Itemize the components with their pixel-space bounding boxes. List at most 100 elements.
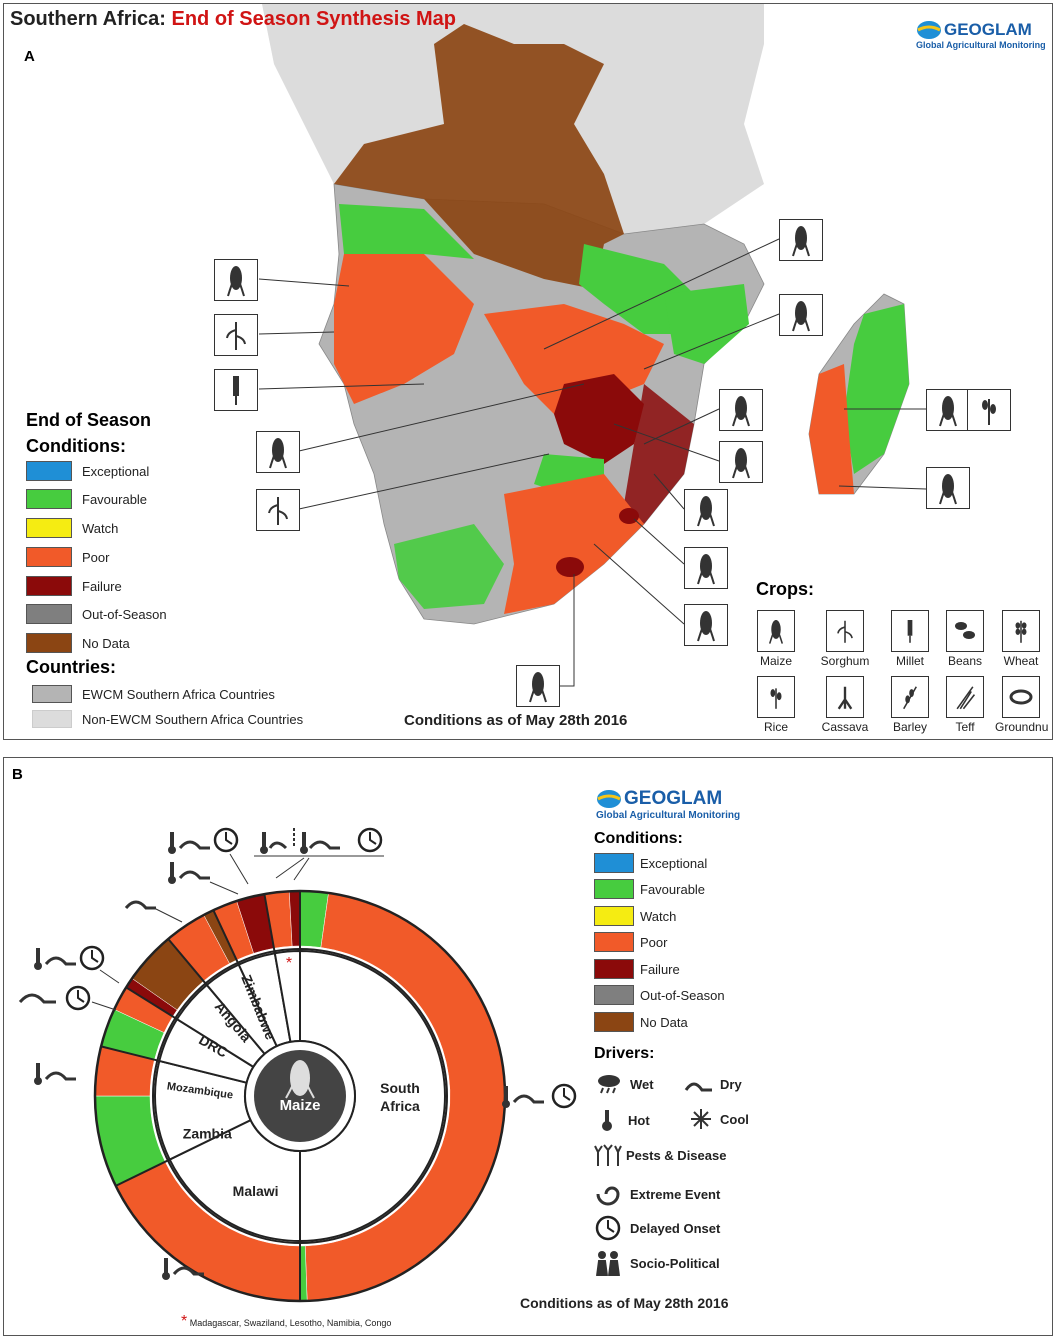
leader-line [298, 453, 550, 510]
leader-line [543, 238, 780, 350]
maize-icon [926, 467, 970, 509]
legend-item-poor: Poor [594, 931, 667, 953]
crop-label: Barley [892, 720, 927, 734]
sorghum-icon [214, 314, 258, 356]
country-divider [100, 1045, 160, 1062]
legend-item-favourable: Favourable [26, 488, 147, 510]
crop-label: Cassava [821, 720, 869, 734]
driver-dry: Dry [684, 1074, 742, 1094]
sorghum-icon [256, 489, 300, 531]
snowflake-icon [691, 1109, 711, 1129]
crop-wheat: Wheat [995, 610, 1047, 668]
legend-label: Poor [640, 934, 668, 950]
maize-icon [684, 547, 728, 589]
hot-dry-delayed-icon-group [168, 827, 239, 854]
swatch-poor [26, 547, 72, 567]
hot-dry-icon-group [34, 1063, 76, 1085]
driver-socio: Socio-Political [594, 1250, 720, 1276]
drivers-title: Drivers: [594, 1045, 655, 1062]
driver-label: Delayed Onset [630, 1220, 721, 1236]
leader-line [258, 383, 425, 390]
center-label: Maize [280, 1097, 321, 1114]
map-title-prefix: Southern Africa: [10, 8, 172, 30]
maize-icon [926, 389, 970, 431]
arrow-line [91, 1001, 117, 1011]
arrow-line [229, 853, 249, 885]
logo-text: GEOGLAM [624, 788, 723, 809]
legend-label: Non-EWCM Southern Africa Countries [82, 711, 304, 727]
legend-item-failure: Failure [26, 575, 122, 597]
driver-label: Hot [628, 1112, 650, 1128]
leader-line [298, 383, 585, 452]
swatch-exceptional [26, 461, 72, 481]
others-marker: * [286, 955, 292, 972]
maize-icon [684, 489, 728, 531]
leader-line [613, 423, 720, 462]
arrow-line [293, 857, 310, 881]
hot-dry-icon-group [168, 862, 210, 884]
country-divider [167, 938, 208, 986]
leader-line [258, 331, 335, 335]
swatch-out-of-season [26, 604, 72, 624]
footnote-text: Madagascar, Swaziland, Lesotho, Namibia,… [189, 1318, 392, 1328]
country-divider [125, 986, 178, 1021]
madagascar-poor-region [809, 364, 854, 494]
driver-annotations [18, 827, 577, 1280]
millet-icon [214, 369, 258, 411]
groundnut-icon [1002, 676, 1040, 718]
legend-label: Failure [82, 578, 122, 594]
legend-label: Exceptional [82, 463, 150, 479]
dry-icon-group [124, 900, 156, 910]
legend-label: Poor [82, 549, 110, 565]
swatch-failure [594, 959, 634, 979]
arrow-line [99, 969, 120, 984]
logo-text: GEOGLAM [944, 20, 1032, 39]
panel-a-map-svg [4, 4, 1052, 739]
legend-label: No Data [640, 1014, 688, 1030]
crop-label: Millet [895, 654, 924, 668]
rice-icon [967, 389, 1011, 431]
crops-title: Crops: [756, 579, 814, 599]
logo-subtitle: Global Agricultural Monitoring [916, 40, 1046, 50]
legend-label: Watch [640, 908, 677, 924]
panel-a-letter: A [24, 48, 35, 65]
crop-label: Wheat [1003, 654, 1039, 668]
beans-icon [946, 610, 984, 652]
thermometer-icon [602, 1110, 612, 1131]
lesotho-failure-region [556, 557, 584, 577]
hot-dry-icon-group [162, 1258, 204, 1280]
geoglam-logo: GEOGLAM Global Agricultural Monitoring [596, 788, 746, 821]
legend-item-watch: Watch [594, 905, 676, 927]
legend-item-ewcm: EWCM Southern Africa Countries [32, 683, 275, 705]
legend-label: Exceptional [640, 855, 708, 871]
barley-icon [891, 676, 929, 718]
angola-favourable-region [339, 204, 474, 259]
legend-title: End of Season Conditions: [26, 407, 151, 459]
maize-icon [214, 259, 258, 301]
legend-item-out-of-season: Out-of-Season [594, 984, 725, 1006]
driver-wet: Wet [596, 1074, 654, 1094]
leader-line [643, 408, 720, 445]
millet-icon [891, 610, 929, 652]
panel-a: Southern Africa: End of Season Synthesis… [3, 3, 1053, 740]
rain-cloud-icon [598, 1075, 620, 1094]
driver-label: Pests & Disease [626, 1147, 727, 1163]
maize-icon [779, 219, 823, 261]
globe-icon [597, 790, 621, 808]
cyclone-icon [596, 1186, 620, 1206]
leader-lines [258, 238, 927, 687]
arrow-line [275, 857, 305, 879]
arrow-line [209, 881, 239, 895]
others-footnote: * Madagascar, Swaziland, Lesotho, Namibi… [181, 1313, 391, 1331]
dry-delayed-icon-group [18, 985, 91, 1011]
swatch-poor [594, 932, 634, 952]
maize-icon [719, 389, 763, 431]
hot-dry-delayed-icon-group [260, 827, 383, 854]
maize-icon [719, 441, 763, 483]
swatch-ewcm [32, 685, 72, 703]
swaziland-failure-region [619, 508, 639, 524]
globe-icon [917, 21, 941, 39]
crop-maize: Maize [750, 610, 802, 668]
crop-label: Maize [759, 654, 792, 668]
crop-groundnut: Groundnu [995, 676, 1048, 734]
